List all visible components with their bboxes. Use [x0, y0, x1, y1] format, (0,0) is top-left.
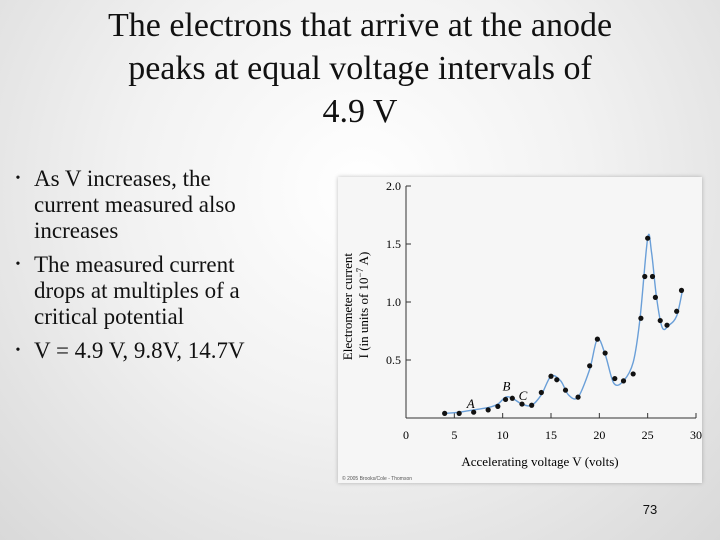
data-point [674, 308, 680, 314]
data-point [495, 403, 501, 409]
y-tick-label: 2.0 [386, 179, 401, 193]
data-point [529, 402, 535, 408]
bullet-item: • As V increases, the current measured a… [8, 166, 308, 244]
title-line: 4.9 V [322, 93, 398, 130]
title-line: peaks at equal voltage intervals of [128, 50, 592, 87]
data-point [638, 315, 644, 321]
bullet-dot: • [15, 171, 21, 186]
data-point [554, 377, 560, 383]
y-axis-label-exponent: −7 [355, 267, 365, 277]
data-point [612, 375, 618, 382]
page-number: 73 [642, 502, 658, 517]
bullet-line: increases [34, 218, 119, 243]
data-point [502, 396, 509, 403]
x-tick-label: 0 [403, 428, 409, 442]
y-tick-label: 0.5 [386, 353, 401, 367]
data-point [471, 409, 477, 415]
y-axis-label-line2-text: I (in units of 10 [356, 277, 371, 358]
y-axis-label-unit: A) [356, 252, 371, 268]
bullet-line: current measured also [34, 192, 236, 217]
data-point [587, 363, 593, 369]
title-line: The electrons that arrive at the anode [107, 7, 613, 44]
data-point [649, 273, 656, 280]
bullet-dot: • [15, 343, 21, 358]
data-point [657, 317, 663, 324]
data-point [456, 410, 462, 416]
y-tick-label: 1.5 [386, 237, 401, 251]
y-axis-label-line2: I (in units of 10−7 A) [355, 252, 371, 359]
bullet-line: drops at multiples of a [34, 278, 240, 303]
slide-title: The electrons that arrive at the anode p… [20, 4, 700, 133]
point-annotation: A [466, 396, 475, 411]
data-point [602, 350, 608, 356]
data-point [442, 410, 448, 416]
data-point [575, 394, 581, 400]
data-point [652, 294, 658, 300]
y-tick-label: 1.0 [386, 295, 401, 309]
bullet-item: • V = 4.9 V, 9.8V, 14.7V [8, 338, 308, 364]
bullet-line: critical potential [34, 304, 185, 329]
data-point [678, 287, 685, 293]
data-point [519, 401, 525, 407]
bullet-dot: • [15, 257, 21, 272]
data-point [594, 336, 600, 342]
data-point [642, 273, 648, 280]
data-point [664, 322, 670, 328]
data-point [509, 395, 515, 401]
point-annotation: C [519, 388, 528, 403]
bullet-list: • As V increases, the current measured a… [8, 166, 308, 372]
bullet-item: • The measured current drops at multiple… [8, 252, 308, 330]
bullet-line: V = 4.9 V, 9.8V, 14.7V [34, 338, 245, 363]
x-tick-label: 15 [545, 428, 557, 442]
x-tick-label: 5 [451, 428, 457, 442]
x-tick-label: 10 [497, 428, 509, 442]
x-tick-label: 20 [593, 428, 605, 442]
x-axis-label: Accelerating voltage V (volts) [461, 454, 618, 469]
bullet-line: As V increases, the [34, 166, 211, 191]
y-axis-label-line1: Electrometer current [340, 253, 355, 361]
data-point [620, 378, 627, 384]
data-point [630, 371, 636, 377]
x-tick-label: 25 [642, 428, 654, 442]
copyright-text: © 2005 Brooks/Cole - Thomson [342, 475, 412, 482]
data-point [485, 407, 491, 413]
data-point [562, 387, 569, 393]
data-point [645, 235, 651, 241]
data-point [548, 373, 554, 379]
bullet-line: The measured current [34, 252, 235, 277]
series-curve [444, 233, 684, 415]
y-axis-label: Electrometer current I (in units of 10−7… [340, 250, 371, 360]
data-point [538, 389, 544, 396]
franck-hertz-chart: 0.5 1.0 1.5 2.0 0 5 10 15 20 25 30 A BC Electromet… [340, 179, 702, 482]
point-annotation: B [503, 378, 511, 393]
x-tick-label: 30 [690, 428, 702, 442]
